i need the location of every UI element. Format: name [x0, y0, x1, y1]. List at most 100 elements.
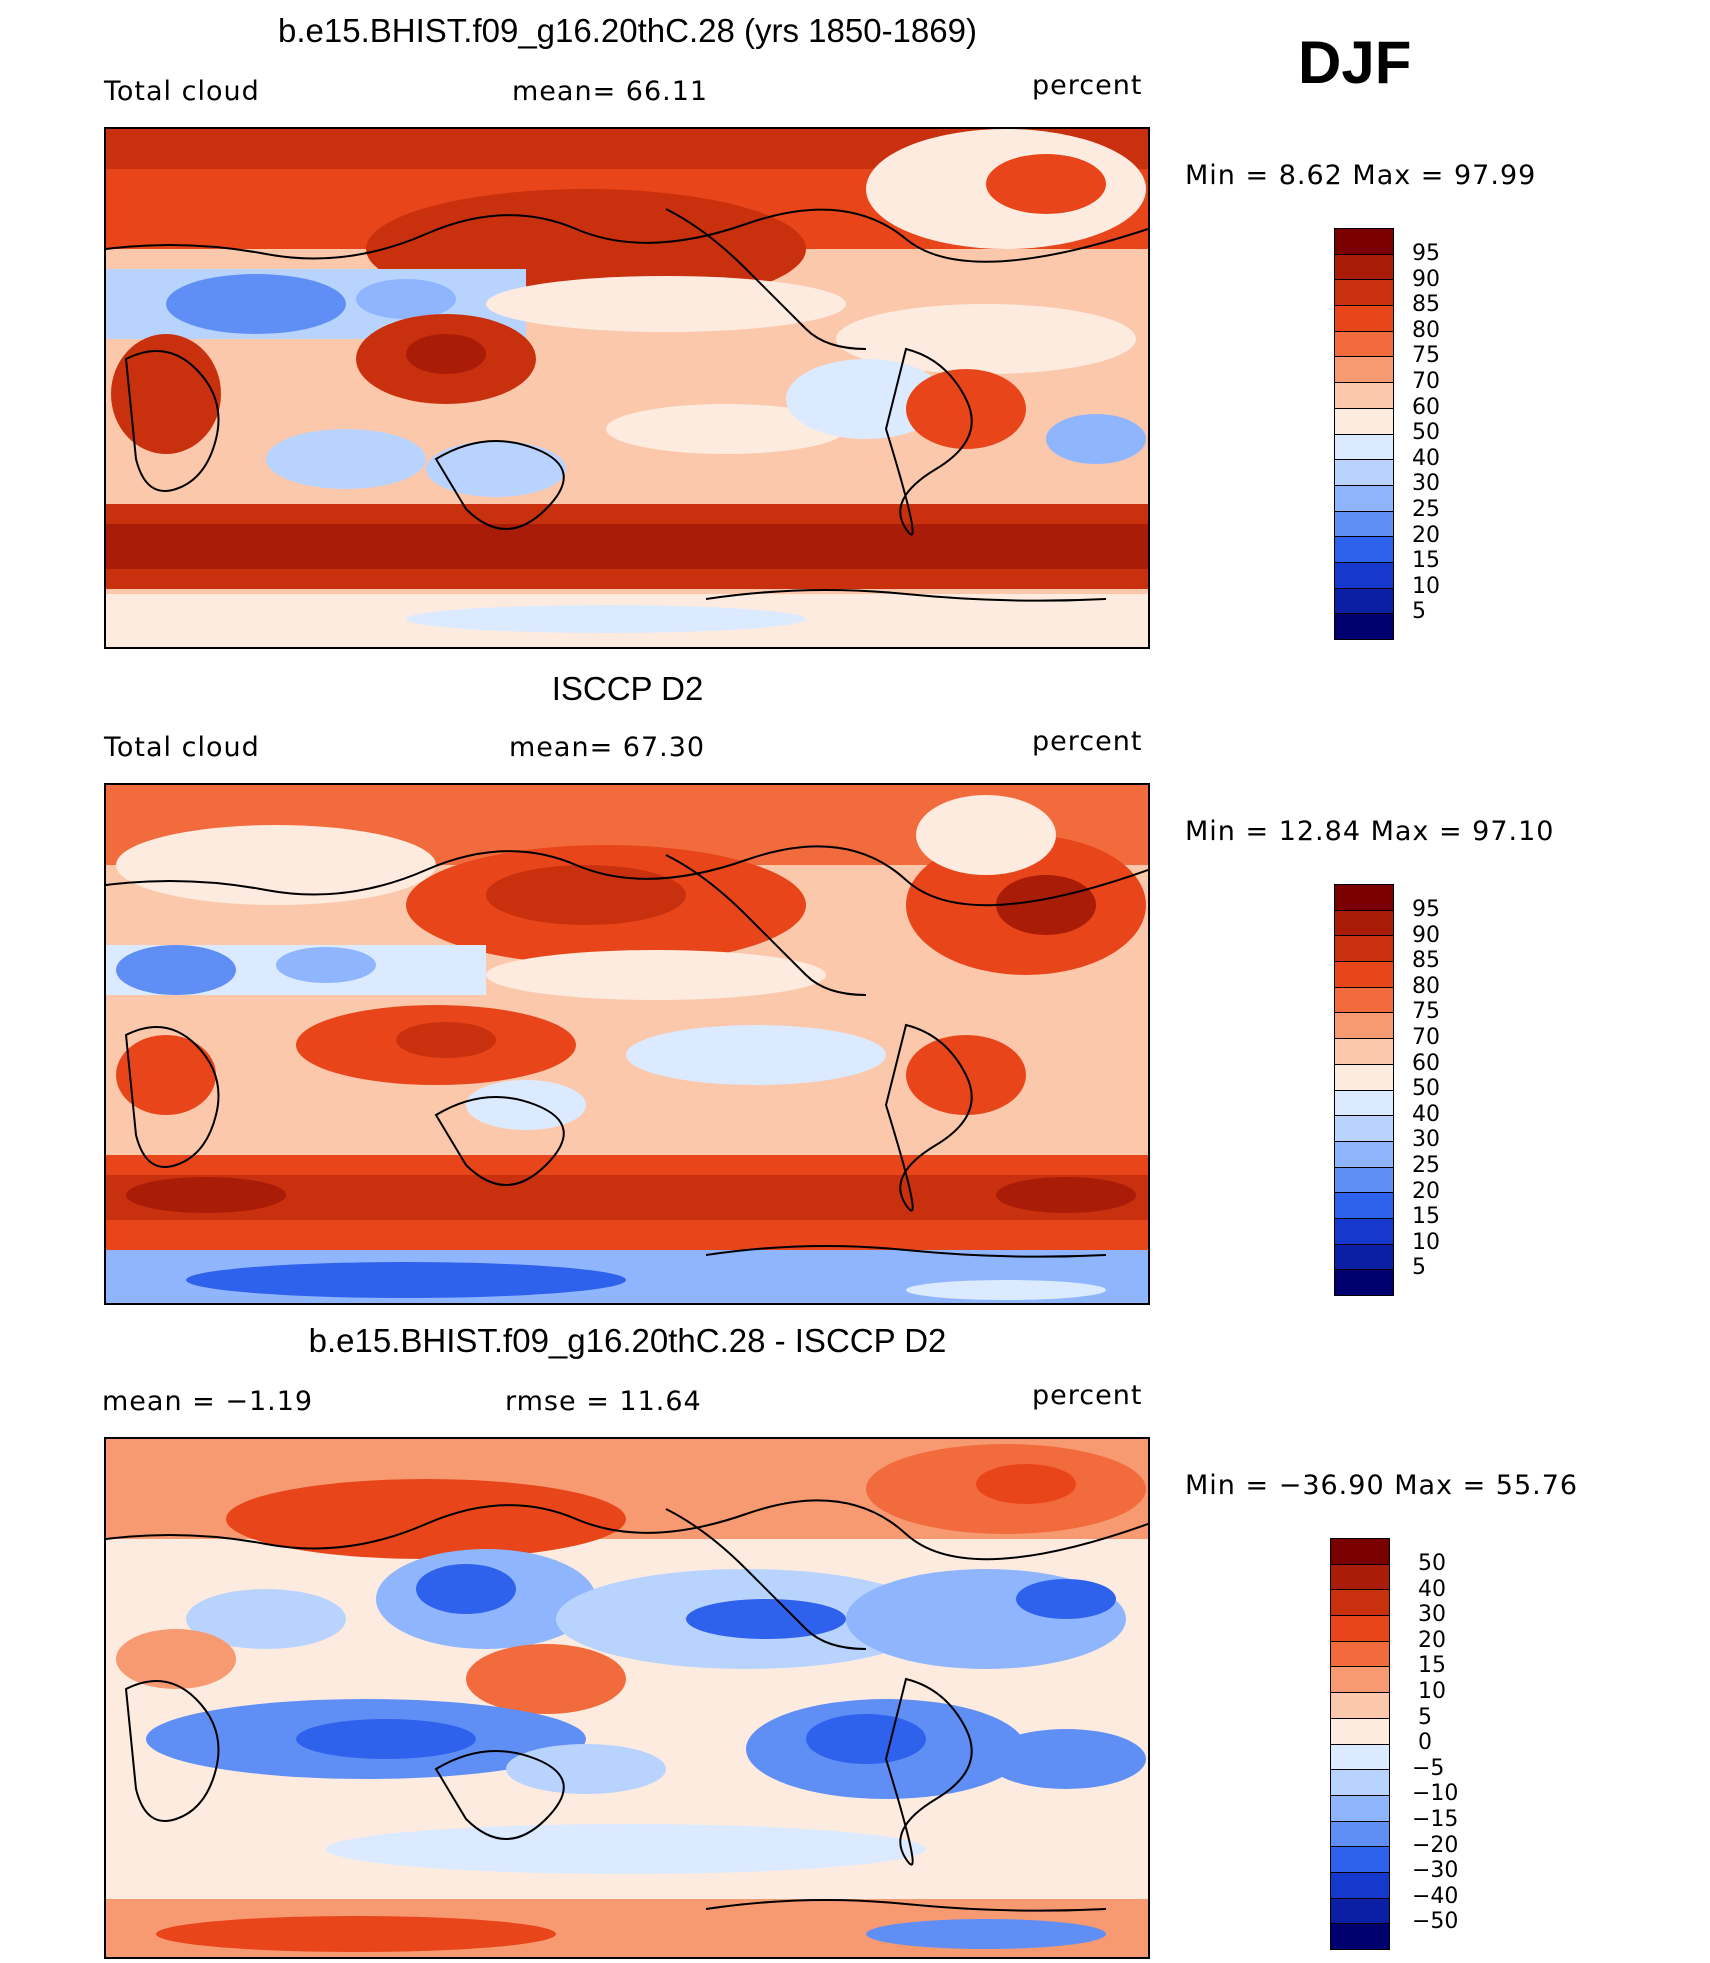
- colorbar-tick-label: 20: [1412, 1179, 1440, 1204]
- colorbar-swatch: [1331, 1667, 1389, 1694]
- panel-1-units-label: percent: [1032, 70, 1143, 101]
- colorbar-swatch: [1335, 1039, 1393, 1065]
- colorbar-swatch: [1335, 357, 1393, 384]
- panel-2-minmax: Min = 12.84 Max = 97.10: [1185, 816, 1555, 847]
- colorbar-tick-label: 15: [1418, 1653, 1446, 1678]
- panel-3-colorbar: [1330, 1538, 1390, 1950]
- colorbar-swatch: [1335, 460, 1393, 486]
- colorbar-swatch: [1335, 1064, 1393, 1091]
- colorbar-tick-label: 30: [1412, 471, 1440, 496]
- colorbar-tick-label: 0: [1418, 1730, 1432, 1755]
- colorbar-swatch: [1331, 1744, 1389, 1771]
- panel-2-title: ISCCP D2: [551, 670, 704, 707]
- colorbar-swatch: [1335, 1141, 1393, 1168]
- colorbar-swatch: [1335, 229, 1393, 255]
- colorbar-swatch: [1335, 614, 1393, 639]
- colorbar-swatch: [1331, 1795, 1389, 1822]
- colorbar-swatch: [1331, 1898, 1389, 1925]
- panel-3-units-label: percent: [1032, 1380, 1143, 1411]
- colorbar-tick-label: 95: [1412, 897, 1440, 922]
- panel-3-map-field: [106, 1439, 1148, 1957]
- colorbar-swatch: [1335, 962, 1393, 988]
- colorbar-tick-label: 30: [1418, 1602, 1446, 1627]
- colorbar-tick-label: 70: [1412, 1025, 1440, 1050]
- colorbar-tick-label: 40: [1412, 1102, 1440, 1127]
- colorbar-swatch: [1335, 936, 1393, 963]
- colorbar-tick-label: −5: [1412, 1756, 1445, 1781]
- colorbar-swatch: [1335, 254, 1393, 281]
- colorbar-tick-label: 10: [1418, 1679, 1446, 1704]
- colorbar-tick-label: 80: [1412, 318, 1440, 343]
- colorbar-swatch: [1331, 1847, 1389, 1873]
- colorbar-swatch: [1335, 306, 1393, 332]
- panel-1-colorbar: [1334, 228, 1394, 640]
- colorbar-swatch: [1331, 1821, 1389, 1848]
- colorbar-tick-label: 25: [1412, 1153, 1440, 1178]
- colorbar-tick-label: 80: [1412, 974, 1440, 999]
- panel-3-minmax: Min = −36.90 Max = 55.76: [1185, 1470, 1579, 1501]
- colorbar-tick-label: 5: [1412, 1255, 1426, 1280]
- panel-2-mean-label: mean= 67.30: [509, 732, 706, 763]
- panel-1-minmax: Min = 8.62 Max = 97.99: [1185, 160, 1537, 191]
- panel-3-title: b.e15.BHIST.f09_g16.20thC.28 - ISCCP D2: [308, 1322, 947, 1359]
- colorbar-tick-label: 15: [1412, 548, 1440, 573]
- colorbar-tick-label: 85: [1412, 292, 1440, 317]
- colorbar-tick-label: 5: [1412, 599, 1426, 624]
- panel-3-map: [104, 1437, 1150, 1959]
- colorbar-swatch: [1335, 1116, 1393, 1142]
- colorbar-swatch: [1331, 1770, 1389, 1796]
- colorbar-tick-label: 25: [1412, 497, 1440, 522]
- colorbar-tick-label: −15: [1412, 1807, 1459, 1832]
- season-label: DJF: [1298, 29, 1412, 96]
- colorbar-swatch: [1331, 1616, 1389, 1642]
- colorbar-swatch: [1335, 408, 1393, 435]
- colorbar-swatch: [1335, 1167, 1393, 1194]
- colorbar-tick-label: 20: [1412, 523, 1440, 548]
- panel-2-colorbar: [1334, 884, 1394, 1296]
- colorbar-tick-label: 90: [1412, 923, 1440, 948]
- colorbar-tick-label: 10: [1412, 574, 1440, 599]
- panel-2-map: [104, 783, 1150, 1305]
- colorbar-swatch: [1335, 910, 1393, 937]
- colorbar-tick-label: 90: [1412, 267, 1440, 292]
- colorbar-tick-label: 40: [1412, 446, 1440, 471]
- colorbar-tick-label: −50: [1412, 1909, 1459, 1934]
- colorbar-tick-label: 20: [1418, 1628, 1446, 1653]
- colorbar-tick-label: 10: [1412, 1230, 1440, 1255]
- colorbar-swatch: [1335, 383, 1393, 409]
- colorbar-swatch: [1335, 537, 1393, 563]
- colorbar-tick-label: 95: [1412, 241, 1440, 266]
- colorbar-swatch: [1335, 1244, 1393, 1271]
- colorbar-tick-label: −20: [1412, 1833, 1459, 1858]
- colorbar-tick-label: 60: [1412, 395, 1440, 420]
- colorbar-swatch: [1331, 1641, 1389, 1668]
- panel-2-map-field: [106, 785, 1148, 1303]
- colorbar-swatch: [1331, 1590, 1389, 1617]
- colorbar-tick-label: −40: [1412, 1884, 1459, 1909]
- panel-1-map: [104, 127, 1150, 649]
- colorbar-swatch: [1335, 1013, 1393, 1040]
- colorbar-tick-label: 75: [1412, 343, 1440, 368]
- panel-2-units-label: percent: [1032, 726, 1143, 757]
- panel-1-title: b.e15.BHIST.f09_g16.20thC.28 (yrs 1850-1…: [278, 12, 977, 49]
- colorbar-swatch: [1335, 485, 1393, 512]
- colorbar-swatch: [1335, 588, 1393, 615]
- colorbar-tick-label: −30: [1412, 1858, 1459, 1883]
- colorbar-tick-label: 5: [1418, 1705, 1432, 1730]
- colorbar-swatch: [1331, 1564, 1389, 1591]
- colorbar-swatch: [1335, 1218, 1393, 1245]
- colorbar-tick-label: 75: [1412, 999, 1440, 1024]
- colorbar-tick-label: 50: [1418, 1551, 1446, 1576]
- colorbar-tick-label: 50: [1412, 1076, 1440, 1101]
- colorbar-swatch: [1335, 1270, 1393, 1295]
- colorbar-swatch: [1335, 562, 1393, 589]
- panel-2-variable-label: Total cloud: [104, 732, 260, 763]
- colorbar-tick-label: 85: [1412, 948, 1440, 973]
- colorbar-tick-label: 15: [1412, 1204, 1440, 1229]
- panel-3-rmse-label: rmse = 11.64: [505, 1386, 702, 1417]
- panel-1-mean-label: mean= 66.11: [512, 76, 709, 107]
- colorbar-swatch: [1335, 1090, 1393, 1117]
- colorbar-swatch: [1335, 331, 1393, 358]
- colorbar-swatch: [1335, 987, 1393, 1014]
- colorbar-swatch: [1335, 1193, 1393, 1219]
